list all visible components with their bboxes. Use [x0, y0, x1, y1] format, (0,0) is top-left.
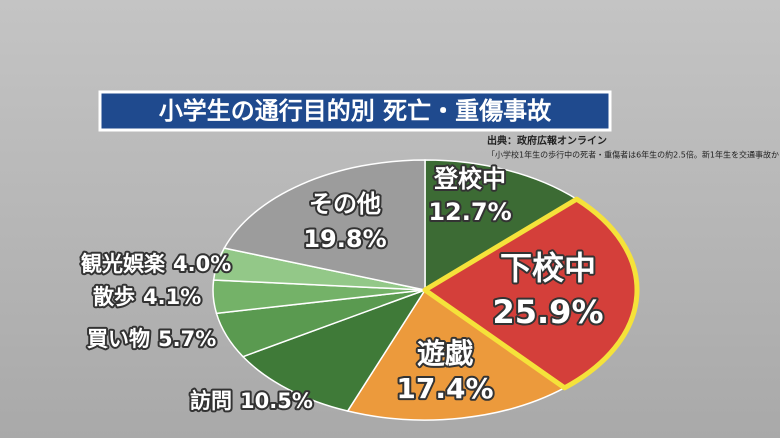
- value-label: 25.9%: [492, 293, 603, 331]
- slice-label: 散歩: [93, 285, 135, 309]
- value-label: 4.1%: [143, 285, 201, 309]
- slice-label: 登校中: [433, 165, 506, 193]
- pie-slice: [223, 159, 426, 291]
- pie: [212, 159, 640, 421]
- highlight: [422, 196, 640, 391]
- source: 出典：政府広報オンライン: [487, 134, 607, 147]
- slice-label: 買い物: [87, 327, 150, 351]
- value-label: 5.7%: [158, 327, 216, 351]
- value-label: 17.4%: [396, 372, 493, 405]
- slice-label: 下校中: [500, 249, 596, 287]
- pie-slice: [424, 159, 579, 292]
- slice-label: 観光娯楽: [81, 252, 166, 276]
- value-label: 4.0%: [173, 252, 231, 276]
- pie-slice: [241, 288, 427, 412]
- slice-label: 訪問: [190, 389, 232, 413]
- slice-label: その他: [309, 190, 381, 218]
- title-box: [98, 90, 612, 132]
- value-label: 12.7%: [428, 198, 511, 226]
- value-label: 19.8%: [303, 225, 386, 253]
- source-note: 「小学校1年生の歩行中の死者・重傷者は6年生の約2.5倍。新1年生を交通事故から…: [487, 150, 780, 160]
- value-label: 10.5%: [240, 389, 313, 413]
- pie-slice: [346, 288, 567, 421]
- slice-label: 遊戯: [417, 337, 474, 370]
- chart-title: 小学生の通行目的別 死亡・重傷事故: [159, 97, 552, 125]
